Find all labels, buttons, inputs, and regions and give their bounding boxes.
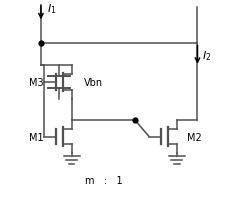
Text: Vbn: Vbn — [83, 78, 103, 88]
Text: $I_1$: $I_1$ — [47, 2, 56, 16]
Text: $I_2$: $I_2$ — [202, 49, 211, 62]
Text: M2: M2 — [187, 132, 202, 142]
Text: M3: M3 — [29, 78, 44, 88]
Text: M1: M1 — [29, 132, 44, 142]
Text: m   :   1: m : 1 — [85, 175, 122, 185]
